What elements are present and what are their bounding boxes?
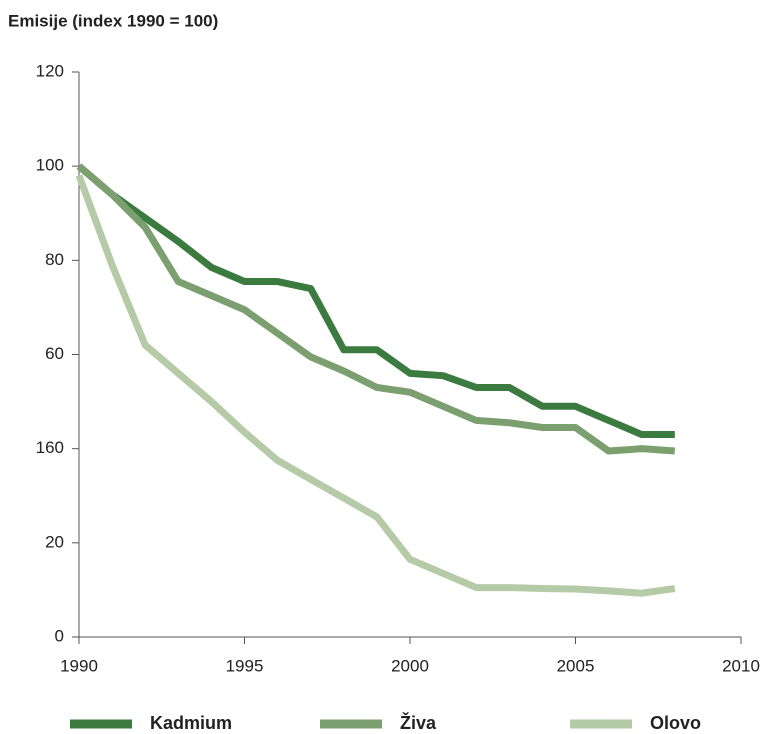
x-tick-label: 2000 (391, 656, 429, 675)
y-tick-label: 100 (36, 156, 64, 175)
legend-label: Kadmium (150, 713, 232, 733)
y-tick-label: 120 (36, 61, 64, 80)
legend-label: Olovo (650, 713, 701, 733)
y-tick-label: 160 (36, 438, 64, 457)
legend-label: Živa (400, 712, 437, 733)
x-tick-label: 1995 (226, 656, 264, 675)
y-tick-label: 20 (45, 532, 64, 551)
y-tick-label: 0 (55, 626, 64, 645)
chart-title: Emisije (index 1990 = 100) (8, 11, 218, 30)
x-tick-label: 2010 (722, 656, 760, 675)
series-line (76, 163, 676, 455)
x-tick-label: 1990 (60, 656, 98, 675)
x-tick-label: 2005 (557, 656, 595, 675)
series-line (75, 174, 676, 597)
y-tick-label: 80 (45, 250, 64, 269)
series-line (76, 163, 675, 439)
y-tick-label: 60 (45, 344, 64, 363)
